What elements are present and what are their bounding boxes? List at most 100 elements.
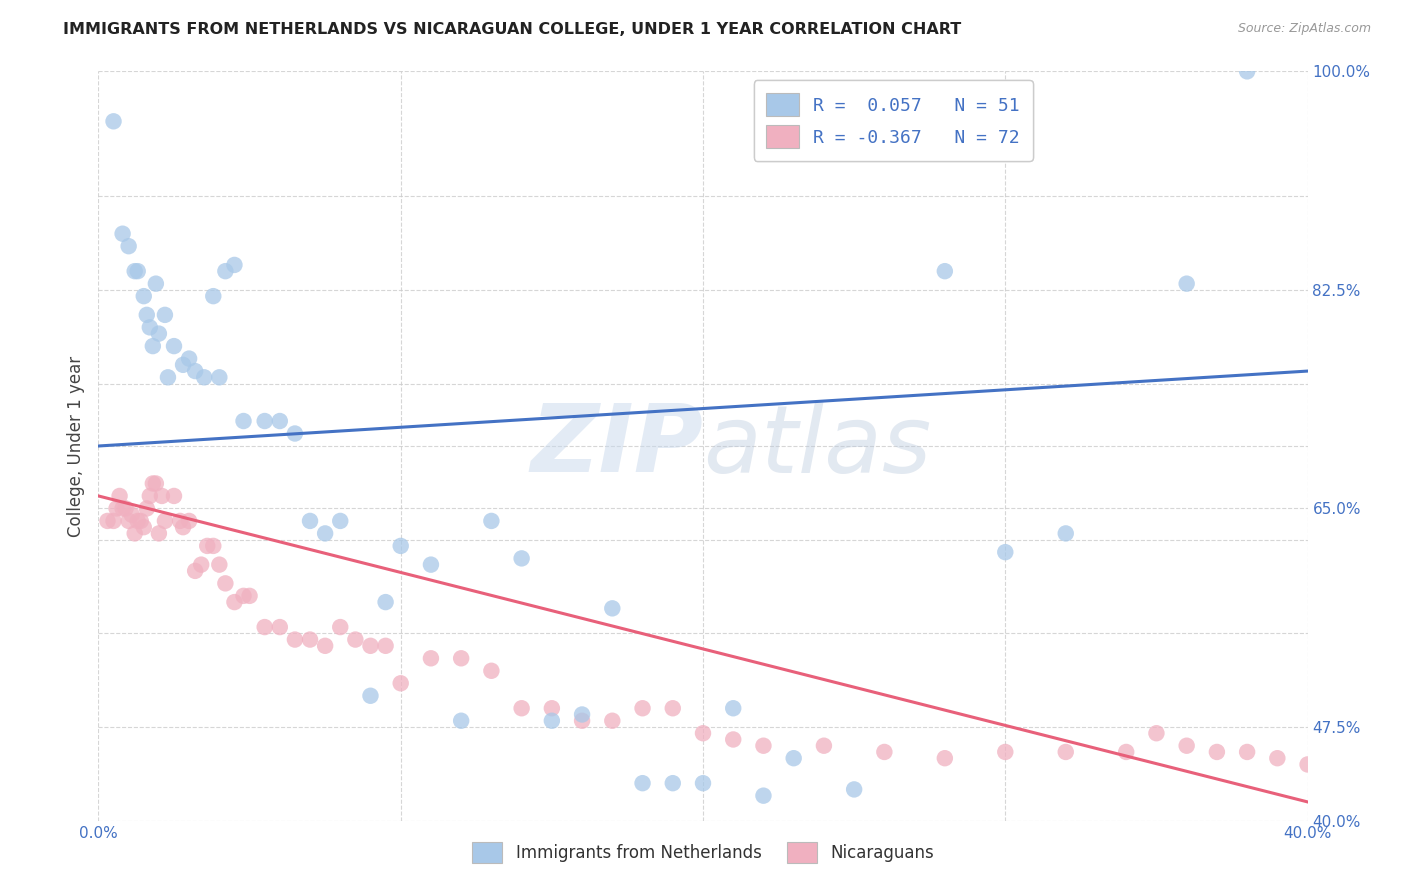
Point	[169, 514, 191, 528]
Point	[299, 514, 322, 528]
Point	[224, 595, 246, 609]
Point	[179, 351, 201, 366]
Point	[1054, 526, 1077, 541]
Point	[420, 558, 443, 572]
Point	[571, 707, 593, 722]
Point	[752, 739, 775, 753]
Point	[344, 632, 367, 647]
Point	[132, 289, 155, 303]
Point	[1115, 745, 1137, 759]
Point	[139, 320, 162, 334]
Point	[124, 264, 146, 278]
Point	[269, 620, 291, 634]
Point	[202, 539, 225, 553]
Point	[329, 620, 352, 634]
Point	[934, 264, 956, 278]
Point	[602, 714, 624, 728]
Point	[163, 489, 186, 503]
Point	[184, 564, 207, 578]
Point	[1144, 726, 1167, 740]
Point	[661, 701, 683, 715]
Point	[172, 358, 194, 372]
Point	[692, 776, 714, 790]
Point	[139, 489, 162, 503]
Point	[481, 514, 503, 528]
Point	[314, 526, 336, 541]
Point	[269, 414, 291, 428]
Point	[184, 364, 207, 378]
Point	[314, 639, 336, 653]
Point	[450, 651, 472, 665]
Point	[105, 501, 128, 516]
Point	[389, 676, 412, 690]
Point	[783, 751, 806, 765]
Text: Source: ZipAtlas.com: Source: ZipAtlas.com	[1237, 22, 1371, 36]
Point	[481, 664, 503, 678]
Point	[510, 551, 533, 566]
Point	[142, 339, 165, 353]
Point	[145, 476, 167, 491]
Point	[111, 227, 134, 241]
Point	[179, 514, 201, 528]
Point	[284, 632, 307, 647]
Point	[360, 639, 382, 653]
Point	[150, 489, 173, 503]
Point	[142, 476, 165, 491]
Point	[389, 539, 412, 553]
Point	[329, 514, 352, 528]
Point	[1236, 745, 1258, 759]
Point	[994, 745, 1017, 759]
Point	[374, 595, 396, 609]
Point	[190, 558, 212, 572]
Point	[129, 514, 152, 528]
Point	[540, 701, 562, 715]
Point	[752, 789, 775, 803]
Point	[420, 651, 443, 665]
Point	[284, 426, 307, 441]
Point	[153, 514, 176, 528]
Point	[108, 489, 131, 503]
Point	[148, 326, 170, 341]
Point	[844, 782, 866, 797]
Point	[224, 258, 246, 272]
Point	[111, 501, 134, 516]
Point	[602, 601, 624, 615]
Point	[934, 751, 956, 765]
Point	[208, 558, 231, 572]
Point	[118, 514, 141, 528]
Point	[232, 414, 254, 428]
Point	[118, 239, 141, 253]
Point	[232, 589, 254, 603]
Point	[299, 632, 322, 647]
Point	[1054, 745, 1077, 759]
Point	[103, 514, 125, 528]
Point	[208, 370, 231, 384]
Point	[127, 514, 149, 528]
Point	[103, 114, 125, 128]
Point	[571, 714, 593, 728]
Point	[253, 414, 276, 428]
Point	[873, 745, 896, 759]
Point	[1327, 757, 1350, 772]
Point	[1357, 751, 1379, 765]
Point	[1175, 739, 1198, 753]
Point	[253, 620, 276, 634]
Point	[195, 539, 218, 553]
Point	[124, 526, 146, 541]
Point	[360, 689, 382, 703]
Point	[145, 277, 167, 291]
Point	[135, 501, 157, 516]
Point	[813, 739, 835, 753]
Point	[214, 576, 236, 591]
Point	[193, 370, 215, 384]
Point	[121, 508, 143, 522]
Point	[156, 370, 179, 384]
Point	[1296, 757, 1319, 772]
Point	[132, 520, 155, 534]
Point	[96, 514, 118, 528]
Point	[1175, 277, 1198, 291]
Point	[114, 501, 136, 516]
Text: atlas: atlas	[703, 401, 931, 491]
Legend: R =  0.057   N = 51, R = -0.367   N = 72: R = 0.057 N = 51, R = -0.367 N = 72	[754, 80, 1032, 161]
Point	[661, 776, 683, 790]
